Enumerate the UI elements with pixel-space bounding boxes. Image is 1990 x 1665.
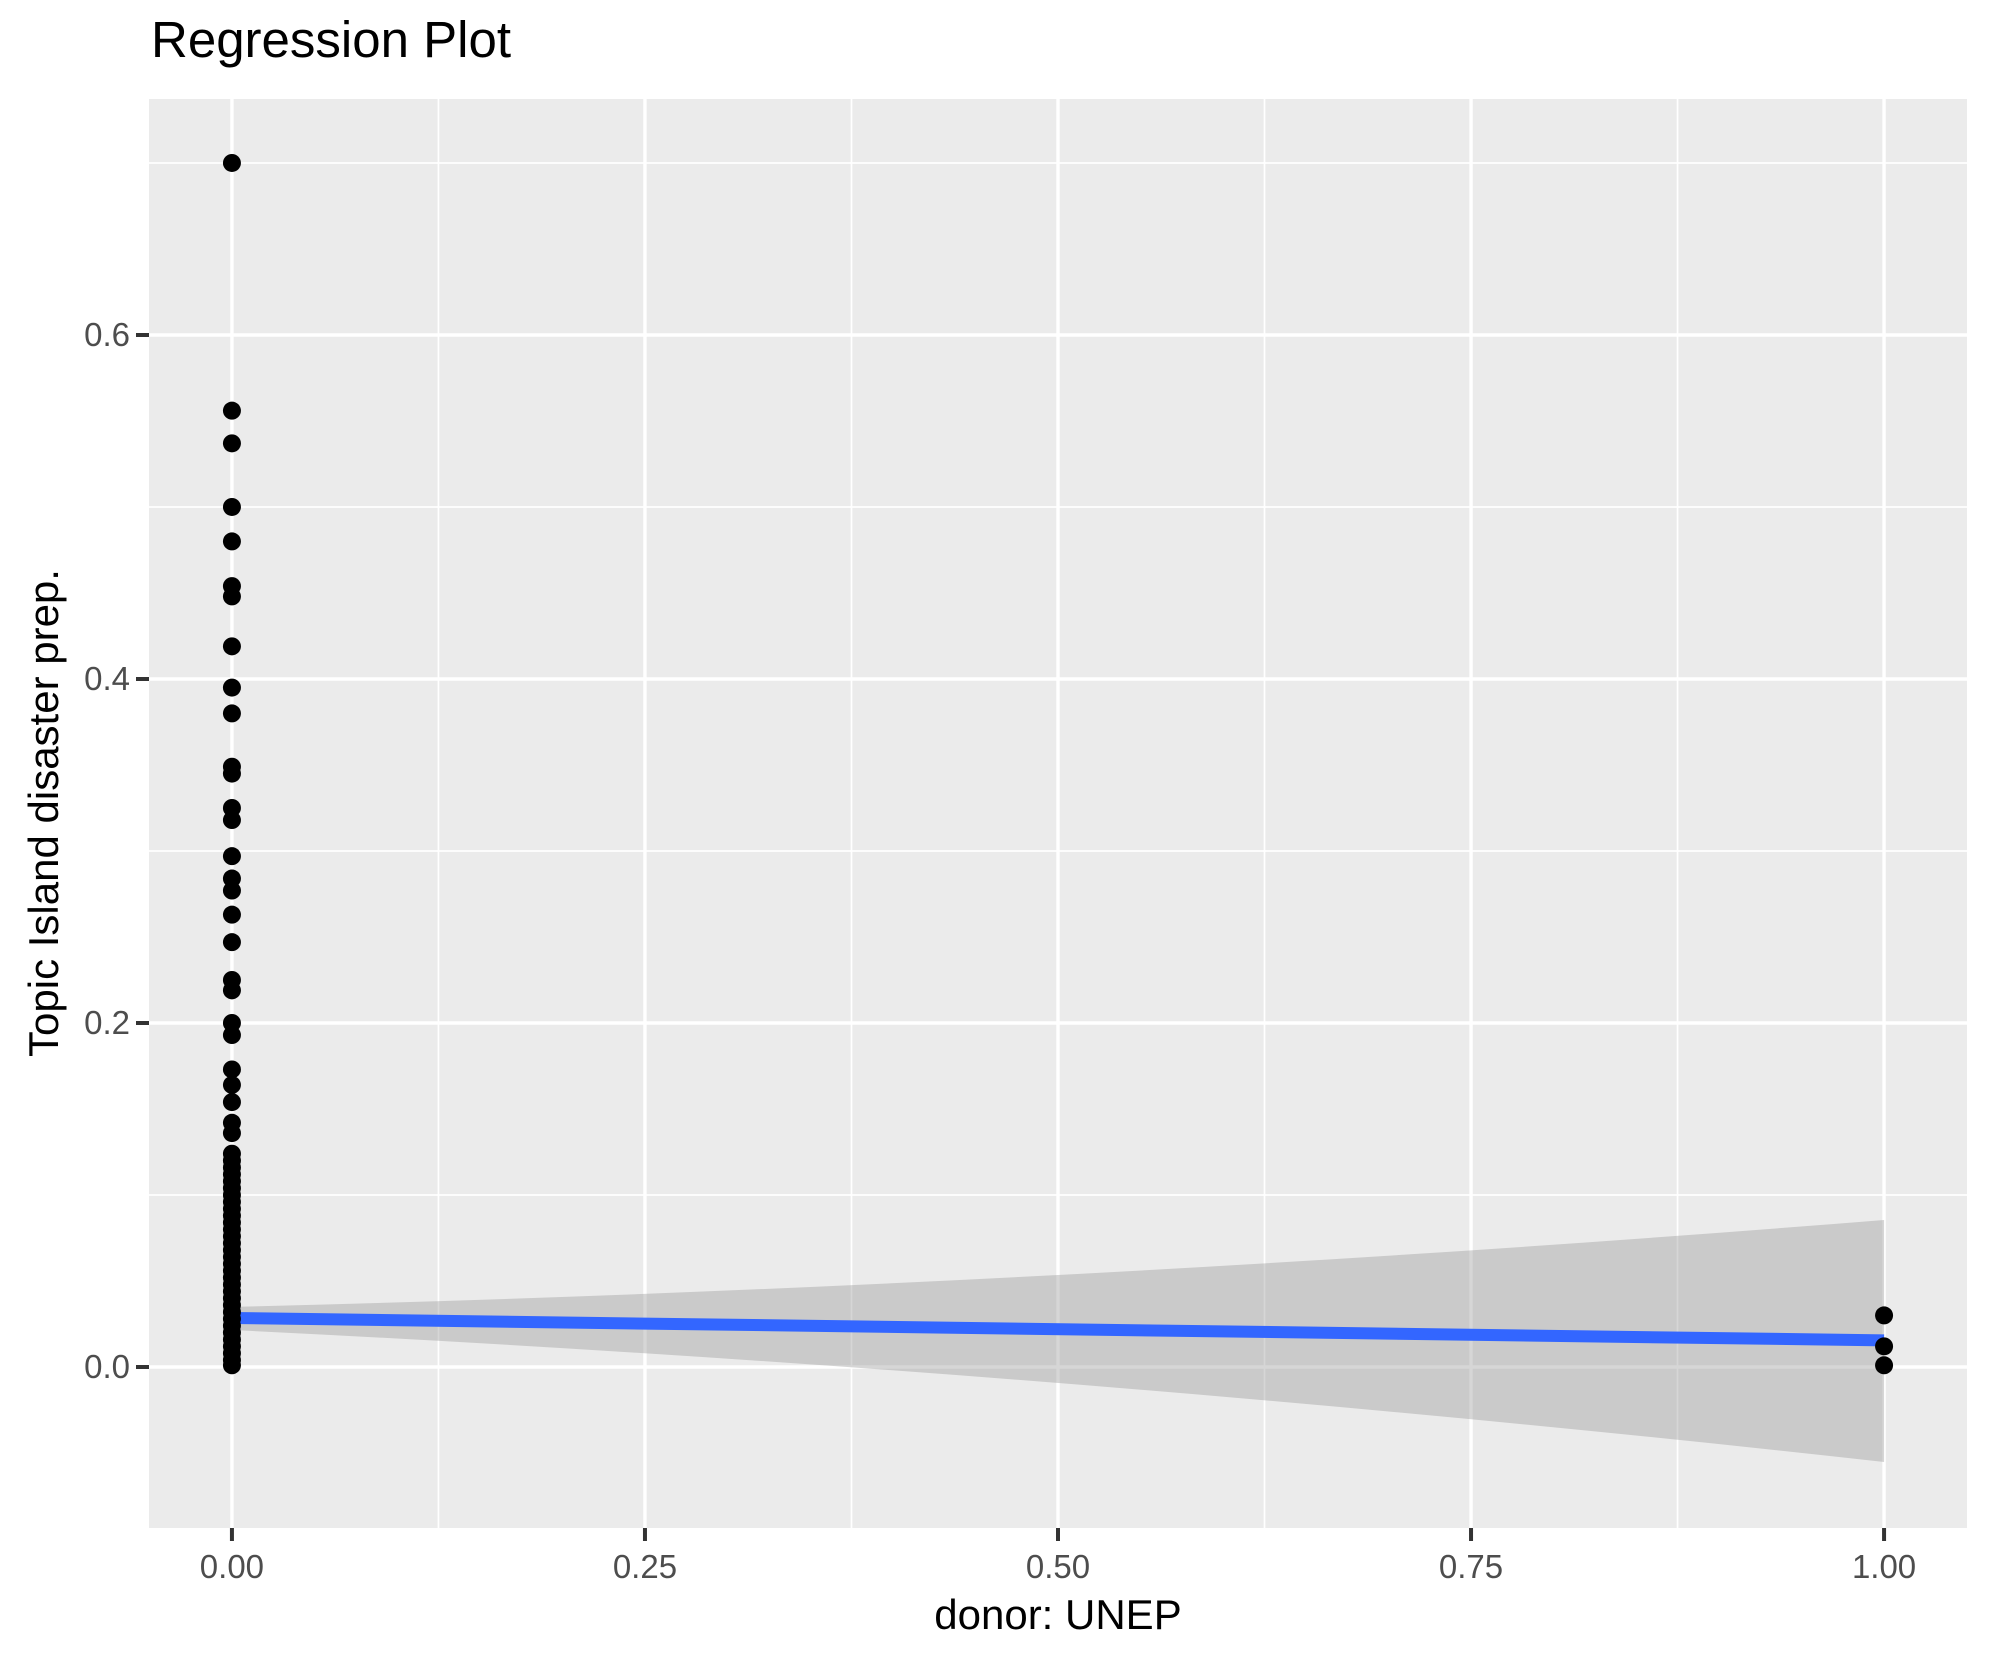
data-point [222,847,241,866]
data-point [222,532,241,551]
data-point [222,811,241,830]
x-axis-tick-label: 0.00 [199,1548,265,1585]
data-point [222,981,241,1000]
data-point [222,153,241,172]
x-axis-tick-label: 0.75 [1438,1548,1504,1585]
data-point [222,905,241,924]
data-point [1875,1337,1894,1356]
y-axis-tick-label: 0.6 [84,315,130,353]
data-point [222,1124,241,1143]
y-axis-tick-label: 0.0 [84,1348,130,1385]
data-point [222,881,241,900]
y-axis-tick-label: 0.2 [84,1003,130,1041]
data-point [222,1356,241,1375]
data-point [222,678,241,697]
plot-title: Regression Plot [151,11,512,68]
data-point [222,933,241,952]
x-axis-title: donor: UNEP [934,1591,1182,1638]
x-axis-tick-label: 0.50 [1025,1548,1091,1585]
data-point [222,1026,241,1045]
data-point [222,434,241,453]
x-axis-tick-label: 1.00 [1851,1548,1917,1585]
y-axis-tick-label: 0.4 [84,659,130,697]
data-point [222,704,241,723]
data-point [222,1060,241,1079]
data-point [222,587,241,606]
data-point [1875,1306,1894,1325]
data-point [222,637,241,656]
y-axis-title: Topic Island disaster prep. [20,569,67,1057]
data-point [1875,1356,1894,1375]
data-point [222,401,241,420]
x-axis-tick-label: 0.25 [612,1548,678,1585]
data-point [222,497,241,516]
confidence-band [231,1219,1885,1462]
data-point [222,764,241,783]
data-point [222,1075,241,1094]
data-point [222,1093,241,1112]
regression-line [231,1311,1885,1347]
